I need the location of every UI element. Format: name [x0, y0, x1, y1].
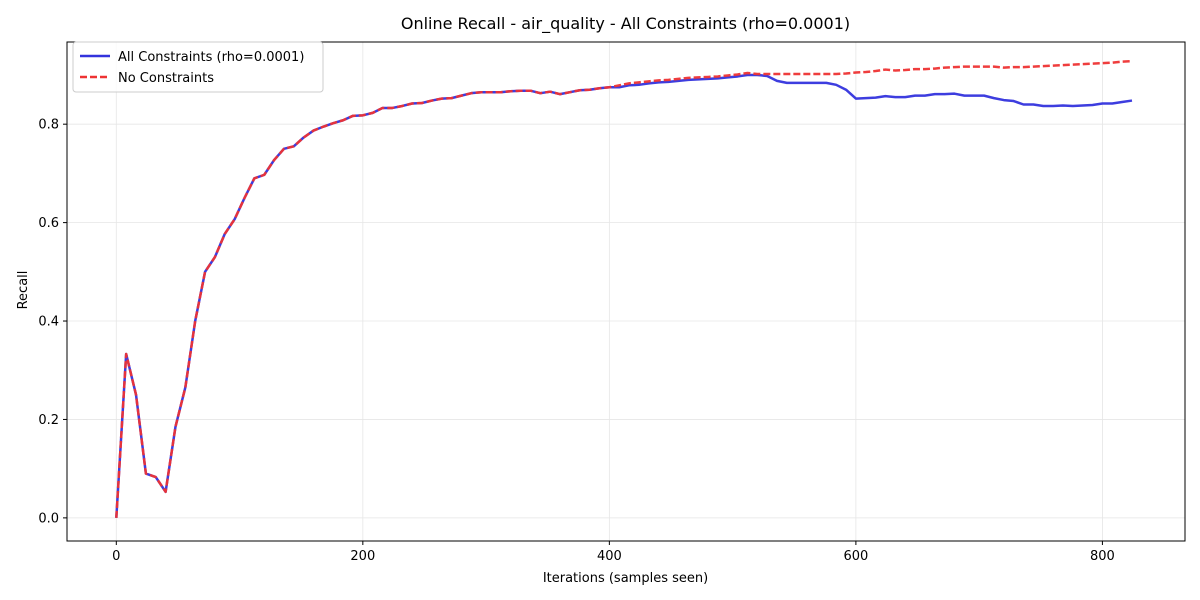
- chart-title: Online Recall - air_quality - All Constr…: [401, 14, 850, 34]
- series-line-all-constraints: [115, 73, 1133, 518]
- x-tick-label: 600: [843, 549, 868, 564]
- x-tick-label: 0: [112, 549, 120, 564]
- x-tick-label: 200: [350, 549, 375, 564]
- legend: All Constraints (rho=0.0001) No Constrai…: [72, 41, 324, 93]
- x-axis-label: Iterations (samples seen): [543, 571, 708, 586]
- y-tick-label: 0.4: [38, 315, 59, 330]
- y-tick-label: 0.0: [38, 511, 59, 526]
- series-line-no-constraints: [115, 59, 1133, 518]
- y-tick-label: 0.8: [38, 118, 59, 133]
- x-axis: 0 200 400 600 800: [112, 541, 1115, 564]
- y-axis-label: Recall: [16, 271, 31, 310]
- series-lines: [115, 59, 1133, 518]
- legend-box: [72, 41, 324, 93]
- x-tick-label: 400: [597, 549, 622, 564]
- plot-frame: [66, 41, 1186, 542]
- y-tick-label: 0.6: [38, 216, 59, 231]
- x-tick-label: 800: [1090, 549, 1115, 564]
- legend-label-no-constraints: No Constraints: [118, 71, 214, 86]
- y-axis: 0.0 0.2 0.4 0.6 0.8: [38, 118, 67, 526]
- grid: [67, 42, 1185, 541]
- y-tick-label: 0.2: [38, 413, 59, 428]
- legend-label-all-constraints: All Constraints (rho=0.0001): [118, 50, 304, 65]
